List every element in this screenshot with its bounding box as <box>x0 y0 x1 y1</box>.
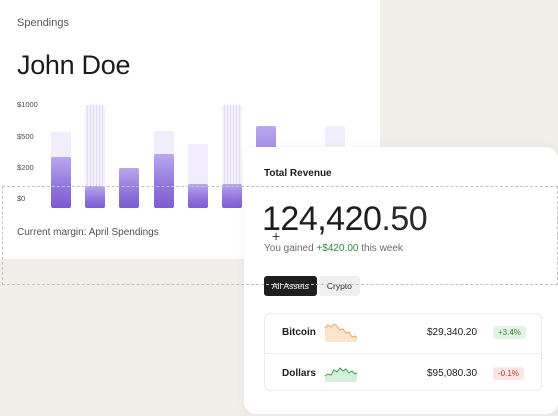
spendings-card: Spendings John Doe $1000 $500 $200 $0 Cu… <box>0 0 380 259</box>
list-item[interactable]: Bitcoin $29,340.20 +3.4% <box>265 314 541 352</box>
bar-background <box>85 105 106 208</box>
revenue-amount-integer: 124,420 <box>262 200 382 238</box>
gain-prefix: You gained <box>264 243 317 254</box>
change-badge: -0.1% <box>493 367 524 380</box>
y-tick-label: $200 <box>17 163 34 172</box>
gain-suffix: this week <box>358 243 403 254</box>
bar-value <box>222 184 242 208</box>
bar-value <box>119 167 140 208</box>
margin-caption: Current margin: April Spendings <box>17 227 159 238</box>
crosshair-icon: + <box>272 228 281 244</box>
weekly-gain: You gained +$420.00 this week <box>264 243 403 254</box>
tab-all-assets[interactable]: All Assets <box>264 276 317 296</box>
gain-value: +$420.00 <box>316 243 359 254</box>
bar-value <box>153 154 174 208</box>
asset-value: $29,340.20 <box>427 327 478 338</box>
bar-value <box>51 156 71 208</box>
asset-name: Dollars <box>282 368 316 379</box>
asset-list: Bitcoin $29,340.20 +3.4% Dollars $95,080… <box>264 313 542 391</box>
revenue-title: Total Revenue <box>264 168 332 179</box>
total-revenue-card: Total Revenue 124,420.50 You gained +$42… <box>244 147 558 414</box>
list-item[interactable]: Dollars $95,080.30 -0.1% <box>265 353 541 391</box>
revenue-amount-decimal: .50 <box>381 200 428 238</box>
spendings-label: Spendings <box>17 17 69 29</box>
asset-value: $95,080.30 <box>427 368 478 379</box>
y-tick-label: $1000 <box>17 100 38 109</box>
bar-background <box>222 105 242 208</box>
change-badge: +3.4% <box>493 326 526 339</box>
bar-value <box>85 186 106 208</box>
asset-tabs: All Assets Crypto <box>264 276 362 296</box>
revenue-amount: 124,420.50 <box>262 200 428 239</box>
y-tick-label: $500 <box>17 132 34 141</box>
tab-crypto[interactable]: Crypto <box>318 276 360 296</box>
sparkline-icon <box>325 323 357 342</box>
asset-name: Bitcoin <box>282 327 316 338</box>
bar-value <box>187 184 208 208</box>
y-axis: $1000 $500 $200 $0 <box>17 100 47 206</box>
user-name: John Doe <box>17 50 131 80</box>
y-tick-label: $0 <box>17 194 26 203</box>
sparkline-icon <box>325 367 357 382</box>
